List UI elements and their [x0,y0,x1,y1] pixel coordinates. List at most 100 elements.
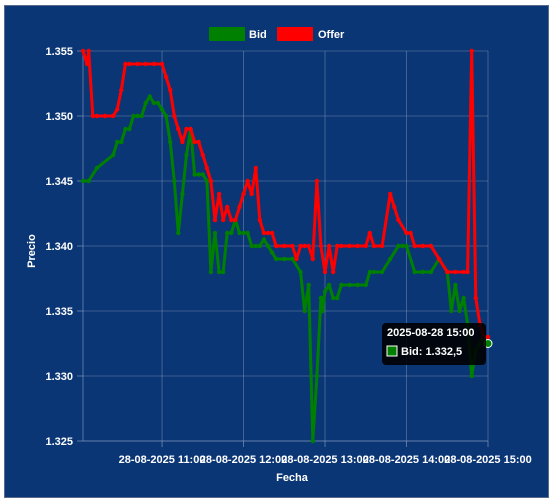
data-point-offer [445,269,450,275]
y-tick-label: 1.325 [45,436,73,448]
data-point-bid [379,269,385,275]
data-point-offer [249,191,254,197]
data-point-offer [135,61,140,67]
data-point-bid [155,100,161,106]
data-point-offer [172,113,177,119]
y-axis-title: Precio [26,234,38,268]
data-point-bid [290,256,295,262]
data-point-bid [176,230,181,236]
data-point-bid [355,282,360,288]
data-point-offer [123,61,128,67]
data-point-bid [428,269,434,275]
data-point-bid [469,373,474,379]
data-point-offer [379,243,385,249]
data-point-bid [318,295,324,301]
data-point-bid [371,269,377,275]
data-point-offer [221,217,226,223]
tooltip-label: Bid: 1.332,5 [401,346,462,358]
x-tick-label: 28-08-2025 14:00 [363,454,450,466]
data-point-bid [172,178,177,184]
data-point-bid [208,269,214,275]
data-point-offer [473,295,478,301]
data-point-offer [90,113,96,119]
data-point-offer [253,165,258,171]
data-point-offer [290,243,295,249]
data-point-offer [282,243,287,249]
y-axis-ticks: 1.325 1.330 1.335 1.340 1.345 1.350 1.355 [45,46,73,448]
data-point-offer [306,243,311,249]
data-point-bid [249,243,254,249]
data-point-offer [310,256,315,262]
data-point-bid [400,243,405,249]
data-point-offer [168,87,173,93]
data-point-offer [318,243,324,249]
data-point-bid [241,230,246,236]
data-point-bid [135,113,140,119]
data-point-offer [273,243,279,249]
data-point-offer [233,217,238,223]
legend: Bid Offer [209,27,345,41]
y-tick-label: 1.355 [45,46,73,58]
data-point-offer [408,230,413,236]
data-point-offer [159,61,165,67]
data-point-bid [363,282,368,288]
data-point-bid [306,282,311,288]
legend-item-offer[interactable]: Offer [277,27,345,41]
data-point-offer [465,269,470,275]
data-point-bid [192,172,197,177]
data-point-bid [314,373,320,379]
data-point-bid [237,230,242,236]
data-point-offer [339,243,344,249]
data-point-offer [363,243,368,249]
data-point-bid [80,178,86,184]
data-point-offer [94,113,100,119]
data-point-offer [420,243,425,249]
data-point-offer [196,139,201,145]
price-line-chart: 1.325 1.330 1.335 1.340 1.345 1.350 1.355 28-0… [26,27,532,484]
data-point-bid [326,282,332,288]
data-point-offer [86,48,91,54]
x-tick-label: 28-08-2025 13:00 [281,454,368,466]
data-point-offer [229,217,234,223]
data-point-offer [331,269,336,275]
data-point-offer [298,243,303,249]
series-line-offer [81,49,488,339]
data-point-offer [237,204,242,210]
data-point-bid [245,230,250,236]
data-point-bid [335,295,340,301]
legend-item-bid[interactable]: Bid [209,27,267,41]
x-tick-label: 28-08-2025 11:00 [119,454,206,466]
data-point-bid [163,113,169,119]
data-point-bid [221,269,226,275]
data-point-bid [143,100,148,106]
data-point-bid [119,139,124,145]
data-point-bid [453,282,458,288]
y-tick-label: 1.330 [45,371,73,383]
data-point-offer [163,74,169,80]
tooltip-swatch [386,345,398,357]
data-point-offer [180,139,185,145]
data-point-bid [196,172,201,177]
data-point-bid [131,113,136,119]
data-point-bid [229,230,234,236]
legend-label-bid: Bid [249,29,267,41]
data-point-bid [151,100,157,106]
data-point-bid [396,243,401,249]
data-point-bid [184,152,189,158]
data-point-offer [396,217,401,223]
data-point-offer [84,61,90,67]
data-point-offer [347,243,352,249]
data-point-offer [102,113,108,119]
data-point-bid [94,165,100,171]
data-point-offer [212,217,218,223]
data-point-offer [200,152,205,158]
data-point-offer [216,191,222,197]
data-point-bid [204,178,210,184]
data-point-bid [273,256,279,262]
data-point-bid [225,230,230,236]
data-point-bid [111,152,116,158]
series-line-bid [83,95,490,443]
data-point-bid [320,308,325,314]
data-point-bid [461,295,466,301]
